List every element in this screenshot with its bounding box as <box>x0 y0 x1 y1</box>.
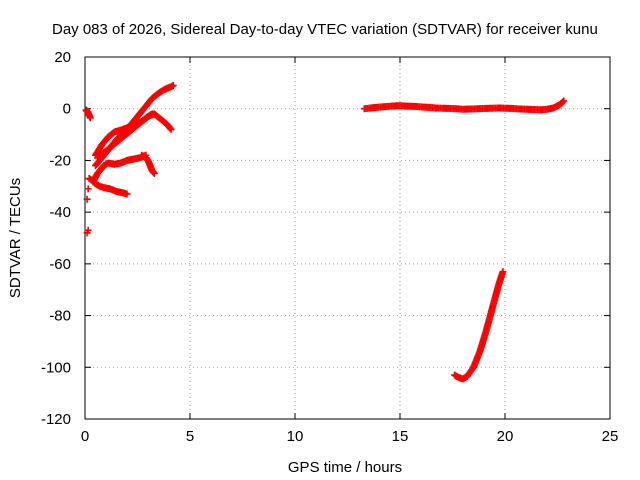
data-point <box>499 268 507 276</box>
data-point <box>559 98 567 106</box>
y-tick-label: -100 <box>41 359 71 376</box>
data-point <box>83 195 91 203</box>
data-point <box>83 229 91 237</box>
data-point <box>150 169 158 177</box>
y-axis-label: SDTVAR / TECUs <box>7 178 24 298</box>
y-tick-label: -60 <box>49 256 71 273</box>
x-axis-label: GPS time / hours <box>288 459 402 476</box>
y-tick-label: -40 <box>49 204 71 221</box>
data-point <box>166 124 174 132</box>
data-point <box>167 125 175 133</box>
data-point <box>560 97 568 105</box>
y-tick-label: -120 <box>41 411 71 428</box>
y-tick-label: -80 <box>49 308 71 325</box>
data-point <box>86 114 94 122</box>
axis-ticks: 0 5 10 15 20 25 -120 -100 -80 -60 -40 -20 0 20 <box>41 49 618 445</box>
data-point <box>169 81 177 89</box>
x-tick-label: 25 <box>602 428 619 445</box>
y-tick-label: 0 <box>63 101 71 118</box>
chart-title: Day 083 of 2026, Sidereal Day-to-day VTE… <box>52 21 598 38</box>
y-tick-label: -20 <box>49 152 71 169</box>
x-tick-label: 20 <box>497 428 514 445</box>
plot-frame <box>84 56 611 420</box>
grid-lines <box>85 57 610 419</box>
y-tick-label: 20 <box>54 49 71 66</box>
data-points <box>82 81 568 383</box>
x-tick-label: 0 <box>81 428 89 445</box>
data-point <box>123 190 131 198</box>
x-tick-label: 10 <box>287 428 304 445</box>
x-tick-label: 5 <box>186 428 194 445</box>
x-tick-label: 15 <box>392 428 409 445</box>
data-point <box>84 185 92 193</box>
